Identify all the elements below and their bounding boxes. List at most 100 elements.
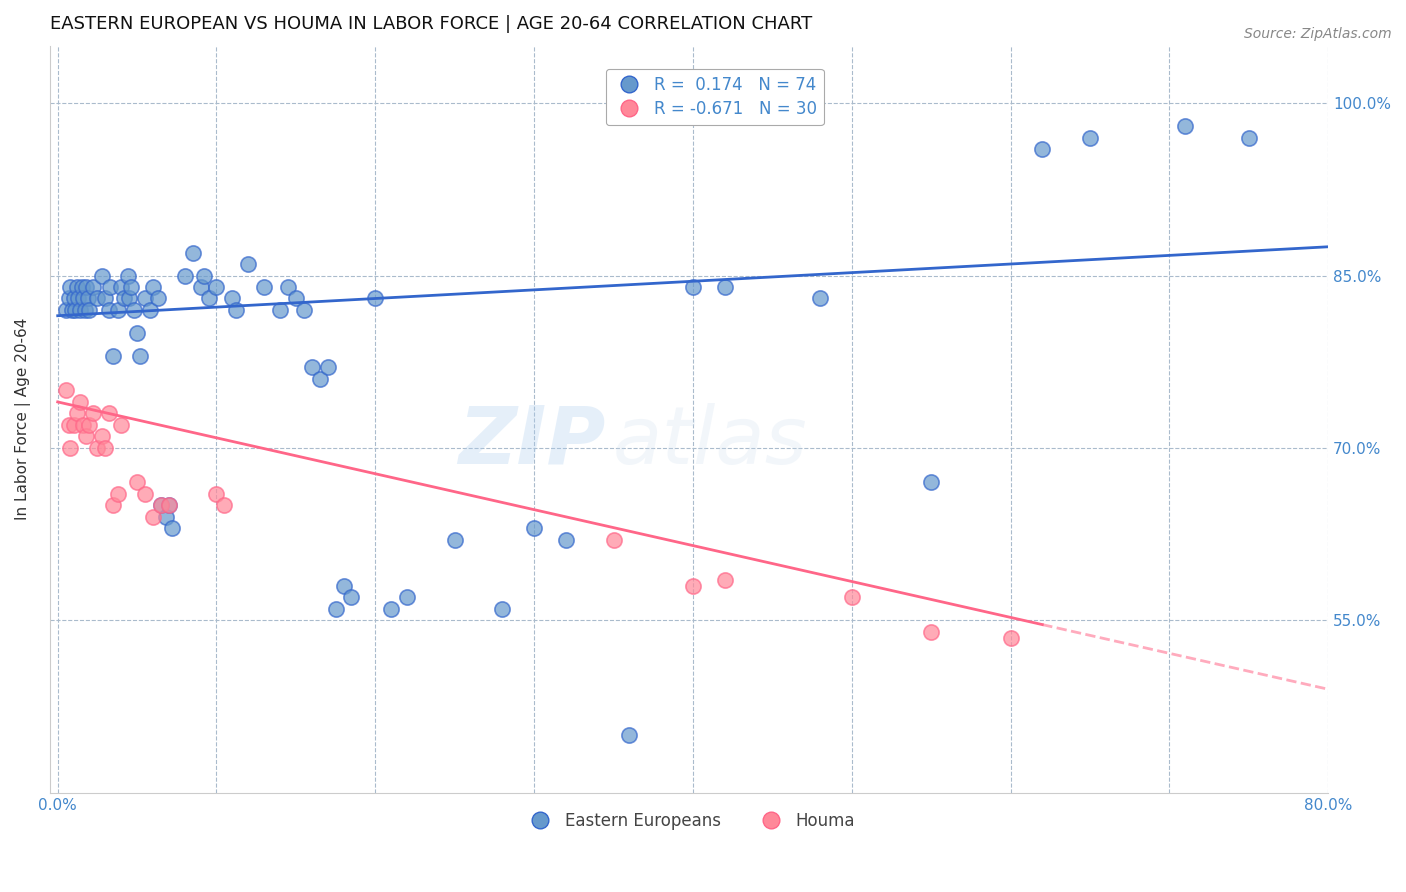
- Point: [238, 257, 260, 271]
- Point: [292, 303, 315, 318]
- Point: [107, 303, 129, 318]
- Point: [284, 292, 307, 306]
- Point: [380, 601, 402, 615]
- Point: [70, 280, 93, 294]
- Point: [277, 280, 299, 294]
- Point: [193, 268, 215, 283]
- Point: [59, 441, 82, 455]
- Point: [91, 268, 114, 283]
- Point: [60, 303, 83, 318]
- Point: [98, 280, 121, 294]
- Point: [75, 429, 97, 443]
- Point: [253, 280, 276, 294]
- Point: [110, 417, 132, 432]
- Point: [129, 349, 152, 363]
- Point: [713, 573, 735, 587]
- Point: [72, 292, 94, 306]
- Point: [181, 245, 204, 260]
- Point: [920, 624, 942, 639]
- Point: [1031, 142, 1053, 156]
- Point: [112, 292, 135, 306]
- Point: [76, 292, 98, 306]
- Point: [491, 601, 513, 615]
- Text: Source: ZipAtlas.com: Source: ZipAtlas.com: [1244, 27, 1392, 41]
- Point: [73, 303, 96, 318]
- Point: [682, 579, 704, 593]
- Point: [66, 406, 89, 420]
- Point: [340, 591, 363, 605]
- Point: [86, 441, 108, 455]
- Point: [205, 487, 228, 501]
- Point: [205, 280, 228, 294]
- Point: [94, 441, 117, 455]
- Point: [197, 292, 219, 306]
- Point: [59, 280, 82, 294]
- Point: [301, 360, 323, 375]
- Point: [58, 292, 80, 306]
- Text: EASTERN EUROPEAN VS HOUMA IN LABOR FORCE | AGE 20-64 CORRELATION CHART: EASTERN EUROPEAN VS HOUMA IN LABOR FORCE…: [49, 15, 813, 33]
- Point: [118, 292, 141, 306]
- Point: [127, 475, 149, 490]
- Point: [120, 280, 142, 294]
- Text: ZIP: ZIP: [458, 402, 606, 481]
- Point: [713, 280, 735, 294]
- Point: [682, 280, 704, 294]
- Legend: Eastern Europeans, Houma: Eastern Europeans, Houma: [516, 805, 862, 837]
- Point: [117, 268, 139, 283]
- Point: [79, 303, 101, 318]
- Point: [66, 280, 89, 294]
- Point: [86, 292, 108, 306]
- Point: [160, 521, 183, 535]
- Point: [103, 499, 125, 513]
- Point: [396, 591, 419, 605]
- Point: [155, 509, 177, 524]
- Point: [82, 406, 104, 420]
- Point: [1174, 119, 1197, 133]
- Point: [72, 417, 94, 432]
- Point: [107, 487, 129, 501]
- Y-axis label: In Labor Force | Age 20-64: In Labor Force | Age 20-64: [15, 318, 31, 520]
- Point: [63, 303, 86, 318]
- Point: [94, 292, 117, 306]
- Point: [808, 292, 831, 306]
- Point: [67, 292, 90, 306]
- Point: [55, 303, 77, 318]
- Point: [69, 395, 91, 409]
- Point: [103, 349, 125, 363]
- Point: [134, 487, 156, 501]
- Point: [134, 292, 156, 306]
- Point: [214, 499, 236, 513]
- Point: [325, 601, 347, 615]
- Point: [62, 417, 84, 432]
- Point: [91, 429, 114, 443]
- Point: [97, 406, 120, 420]
- Point: [142, 280, 165, 294]
- Point: [127, 326, 149, 340]
- Point: [523, 521, 546, 535]
- Point: [221, 292, 243, 306]
- Point: [69, 303, 91, 318]
- Point: [308, 372, 330, 386]
- Point: [58, 417, 80, 432]
- Point: [920, 475, 942, 490]
- Point: [75, 280, 97, 294]
- Point: [225, 303, 247, 318]
- Point: [364, 292, 387, 306]
- Point: [122, 303, 145, 318]
- Point: [602, 533, 624, 547]
- Point: [142, 509, 165, 524]
- Point: [1078, 130, 1101, 145]
- Point: [443, 533, 465, 547]
- Point: [149, 499, 172, 513]
- Point: [316, 360, 339, 375]
- Point: [97, 303, 120, 318]
- Point: [554, 533, 576, 547]
- Point: [82, 280, 104, 294]
- Point: [841, 591, 863, 605]
- Point: [269, 303, 291, 318]
- Point: [1237, 130, 1260, 145]
- Point: [79, 417, 101, 432]
- Point: [157, 499, 180, 513]
- Point: [146, 292, 169, 306]
- Point: [619, 728, 641, 742]
